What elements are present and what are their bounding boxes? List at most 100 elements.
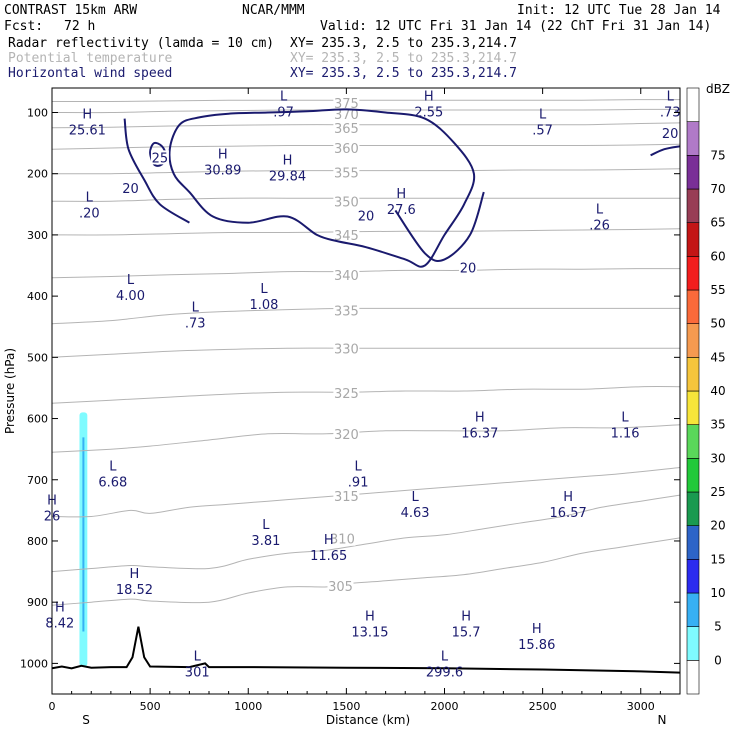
extremum-kind-14: L (621, 411, 629, 426)
colorbar-box-0 (686, 660, 700, 695)
wind-label-0: 20 (358, 210, 375, 225)
field-reflectivity-xy: XY= 235.3, 2.5 to 235.3,214.7 (290, 36, 517, 51)
colorbar-tick-5: 5 (714, 620, 722, 634)
forecast-hours: 72 h (64, 19, 95, 34)
theta-label-bg-305 (327, 578, 354, 593)
wind-label-3: 20 (662, 127, 679, 142)
colorbar-box-14 (686, 188, 700, 223)
y-tick-label-800: 800 (27, 535, 48, 548)
field-wind-name: Horizontal wind speed (8, 66, 172, 81)
theta-label-365: 365 (334, 122, 359, 137)
colorbar-box-13 (686, 222, 700, 257)
extremum-value-20: 3.81 (251, 534, 280, 549)
colorbar-tick-35: 35 (710, 418, 725, 432)
field-theta-xy: XY= 235.3, 2.5 to 235.3,214.7 (290, 51, 517, 66)
colorbar-box-8 (686, 390, 700, 425)
theta-label-340: 340 (334, 269, 359, 284)
colorbar-box-7 (686, 424, 700, 459)
extremum-kind-16: L (355, 460, 363, 475)
theta-contour-330 (52, 347, 680, 358)
theta-label-320: 320 (334, 428, 359, 443)
forecast-label: Fcst: (4, 19, 43, 34)
extremum-value-17: 4.63 (401, 506, 430, 521)
org-title: NCAR/MMM (242, 3, 305, 18)
theta-label-bg-335 (333, 303, 360, 318)
theta-contour-325 (52, 386, 680, 404)
x-end-label-north: N (658, 713, 667, 727)
colorbar-box-6 (686, 458, 700, 493)
colorbar-tick-40: 40 (710, 384, 725, 398)
extremum-value-27: 301 (185, 665, 210, 680)
theta-contour-layer: 3053103153203253303353403453503553603653… (52, 95, 680, 606)
x-tick-label-2000: 2000 (431, 700, 459, 713)
y-tick-label-400: 400 (27, 290, 48, 303)
extremum-kind-3: H (396, 187, 406, 202)
theta-label-bg-310 (329, 531, 356, 546)
extremum-value-12: 1.08 (249, 298, 278, 313)
extremum-value-14: 1.16 (611, 427, 640, 442)
terrain-line (52, 626, 680, 674)
theta-contour-370 (52, 108, 680, 114)
theta-contour-340 (52, 268, 680, 279)
colorbar-box-4 (686, 525, 700, 560)
theta-label-bg-345 (333, 228, 360, 243)
plot-area (52, 88, 680, 694)
wind-label-bg-4 (150, 150, 169, 165)
terrain-layer (52, 626, 680, 694)
extremum-value-18: 16.57 (550, 506, 587, 521)
extremum-value-13: 16.37 (461, 427, 498, 442)
extremum-kind-17: L (411, 490, 419, 505)
theta-label-bg-325 (333, 386, 360, 401)
theta-contour-375 (52, 99, 680, 103)
theta-contour-345 (52, 228, 680, 236)
theta-label-315: 315 (334, 490, 359, 505)
extremum-value-10: 4.00 (116, 289, 145, 304)
extremum-kind-28: L (441, 649, 449, 664)
colorbar-box-1 (686, 626, 700, 661)
colorbar-box-10 (686, 323, 700, 358)
wind-contour-2 (123, 118, 190, 224)
extremum-kind-20: L (262, 518, 270, 533)
extremum-kind-24: H (365, 610, 375, 625)
y-tick-label-900: 900 (27, 596, 48, 609)
extremum-value-9: .26 (589, 219, 610, 234)
theta-label-305: 305 (328, 580, 353, 595)
wind-label-1: 20 (460, 262, 477, 277)
colorbar-tick-45: 45 (710, 350, 725, 364)
extremum-kind-9: L (596, 203, 604, 218)
axes-layer: 0 500 1000 1500 2000 2500 3000 100 200 300 400 500 6… (20, 88, 680, 713)
extremum-kind-15: L (109, 460, 117, 475)
terrain-fill (52, 626, 680, 694)
extremum-kind-0: H (82, 108, 92, 123)
wind-label-bg-0 (357, 208, 375, 223)
extremum-kind-10: L (127, 273, 135, 288)
theta-label-370: 370 (334, 108, 359, 123)
extremum-kind-25: H (461, 610, 471, 625)
extremum-value-23: 8.42 (45, 616, 74, 631)
theta-label-bg-320 (333, 427, 360, 442)
extremum-value-4: .97 (273, 105, 294, 120)
wind-contour-0 (168, 108, 476, 268)
colorbar-tick-30: 30 (710, 451, 725, 465)
extremum-kind-5: H (424, 89, 434, 104)
theta-label-355: 355 (334, 167, 359, 182)
colorbar-tick-55: 55 (710, 283, 725, 297)
wind-label-bg-3 (661, 125, 680, 140)
theta-label-bg-360 (333, 141, 360, 156)
extremum-value-2: 29.84 (269, 170, 306, 185)
colorbar-tick-50: 50 (710, 317, 725, 331)
colorbar-box-11 (686, 289, 700, 324)
colorbar-tick-60: 60 (710, 249, 725, 263)
wind-label-4: 25 (152, 151, 169, 166)
theta-label-bg-340 (333, 267, 360, 282)
colorbar-tick-65: 65 (710, 216, 725, 230)
x-tick-label-500: 500 (140, 700, 161, 713)
extremum-value-11: .73 (185, 316, 206, 331)
x-tick-label-0: 0 (49, 700, 56, 713)
extremum-kind-26: H (532, 622, 542, 637)
colorbar-tick-10: 10 (710, 586, 725, 600)
extremum-value-16: .91 (348, 476, 369, 491)
extremum-value-3: 27.6 (387, 203, 416, 218)
x-tick-label-2500: 2500 (529, 700, 557, 713)
extremum-kind-13: H (475, 411, 485, 426)
